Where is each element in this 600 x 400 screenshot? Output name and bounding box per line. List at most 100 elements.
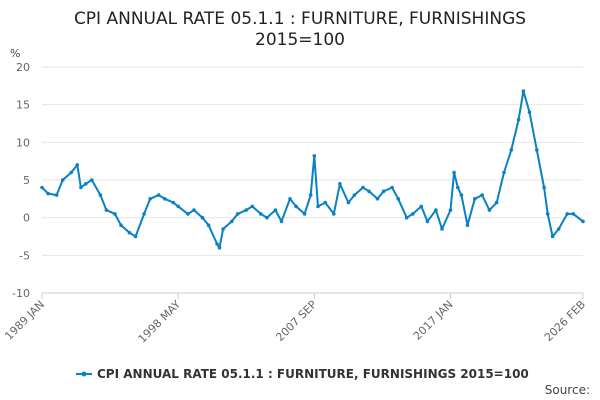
data-point[interactable] <box>279 219 284 224</box>
source-label: Source: <box>545 383 590 397</box>
data-point[interactable] <box>163 197 167 201</box>
y-tick-label: -5 <box>19 249 30 262</box>
data-point[interactable] <box>419 204 424 209</box>
data-point[interactable] <box>235 212 240 216</box>
x-tick-label: 2017 JAN <box>411 298 456 343</box>
legend[interactable]: CPI ANNUAL RATE 05.1.1 : FURNITURE, FURN… <box>76 367 529 381</box>
data-point[interactable] <box>390 185 394 190</box>
data-point[interactable] <box>396 197 401 201</box>
data-point[interactable] <box>90 178 94 182</box>
data-point[interactable] <box>352 193 357 197</box>
x-tick-label: 2026 FEB <box>542 298 588 344</box>
data-point[interactable] <box>186 212 190 216</box>
data-point[interactable] <box>127 230 132 235</box>
data-point[interactable] <box>217 246 222 250</box>
data-point[interactable] <box>571 212 576 216</box>
data-point[interactable] <box>244 208 248 212</box>
gridlines <box>42 66 583 294</box>
data-point[interactable] <box>250 204 255 209</box>
data-point[interactable] <box>200 215 205 220</box>
y-tick-label: 0 <box>23 212 30 225</box>
data-point[interactable] <box>98 193 103 197</box>
data-point[interactable] <box>545 212 550 216</box>
data-point[interactable] <box>516 117 521 122</box>
data-point[interactable] <box>411 212 415 216</box>
data-point[interactable] <box>338 182 342 186</box>
data-point[interactable] <box>381 189 386 194</box>
data-point[interactable] <box>79 185 83 190</box>
data-point[interactable] <box>259 212 263 216</box>
legend-marker-icon <box>81 371 87 377</box>
data-point[interactable] <box>221 227 225 231</box>
data-point[interactable] <box>456 185 460 190</box>
data-point[interactable] <box>404 215 409 220</box>
y-tick-label: -10 <box>12 287 30 300</box>
data-point[interactable] <box>288 197 292 201</box>
data-point[interactable] <box>480 193 484 197</box>
data-point[interactable] <box>565 212 569 216</box>
x-tick-label: 1998 MAY <box>136 298 184 346</box>
x-tick-label: 2007 SEP <box>273 298 319 344</box>
data-point[interactable] <box>215 242 219 246</box>
data-point[interactable] <box>206 223 211 227</box>
data-point[interactable] <box>487 208 492 212</box>
data-point[interactable] <box>312 154 317 158</box>
data-point[interactable] <box>229 219 234 224</box>
legend-series-label: CPI ANNUAL RATE 05.1.1 : FURNITURE, FURN… <box>97 367 529 381</box>
data-point[interactable] <box>316 204 320 209</box>
data-point[interactable] <box>502 170 506 175</box>
data-point[interactable] <box>294 204 298 209</box>
data-point[interactable] <box>156 193 161 197</box>
data-point[interactable] <box>54 193 59 197</box>
data-point[interactable] <box>448 208 453 212</box>
data-point[interactable] <box>425 219 430 224</box>
data-point[interactable] <box>375 197 380 201</box>
y-tick-label: 5 <box>23 174 30 187</box>
data-point[interactable] <box>367 189 371 194</box>
data-point[interactable] <box>521 89 526 93</box>
data-point[interactable] <box>361 185 365 190</box>
data-point[interactable] <box>440 227 444 231</box>
data-point[interactable] <box>142 212 146 216</box>
data-point[interactable] <box>40 185 44 190</box>
data-point[interactable] <box>535 148 539 152</box>
data-point[interactable] <box>192 208 196 212</box>
data-point[interactable] <box>346 200 351 205</box>
data-point[interactable] <box>133 234 138 239</box>
y-tick-label: 10 <box>16 136 30 149</box>
y-unit-label: % <box>10 47 20 60</box>
data-point[interactable] <box>581 219 585 224</box>
data-point[interactable] <box>459 193 464 197</box>
data-point[interactable] <box>273 208 278 212</box>
data-point[interactable] <box>332 212 336 216</box>
data-point[interactable] <box>84 182 88 186</box>
data-point[interactable] <box>176 204 180 209</box>
series-group <box>40 89 585 250</box>
data-point[interactable] <box>171 200 176 205</box>
data-point[interactable] <box>119 223 123 227</box>
data-point[interactable] <box>60 178 65 182</box>
data-point[interactable] <box>104 208 109 212</box>
data-point[interactable] <box>465 223 470 227</box>
data-point[interactable] <box>148 197 152 201</box>
data-point[interactable] <box>75 163 80 167</box>
data-point[interactable] <box>265 215 269 220</box>
x-axis-ticks: 1989 JAN 1998 MAY 2007 SEP 2017 JAN 2026 FEB <box>2 293 588 346</box>
data-point[interactable] <box>302 212 307 216</box>
data-point[interactable] <box>434 208 438 212</box>
data-point[interactable] <box>46 191 50 196</box>
data-point[interactable] <box>542 185 546 190</box>
data-point[interactable] <box>556 227 561 231</box>
data-point[interactable] <box>113 212 117 216</box>
data-point[interactable] <box>509 148 514 152</box>
data-point[interactable] <box>323 200 328 205</box>
data-point[interactable] <box>308 193 313 197</box>
data-point[interactable] <box>69 170 73 175</box>
y-axis-ticks: -10 -5 0 5 10 15 20 <box>12 61 30 300</box>
data-point[interactable] <box>473 197 477 201</box>
data-point[interactable] <box>527 110 532 114</box>
data-point[interactable] <box>452 170 456 175</box>
chart-title-line1: CPI ANNUAL RATE 05.1.1 : FURNITURE, FURN… <box>74 9 526 29</box>
data-point[interactable] <box>550 234 555 239</box>
data-point[interactable] <box>494 200 499 205</box>
